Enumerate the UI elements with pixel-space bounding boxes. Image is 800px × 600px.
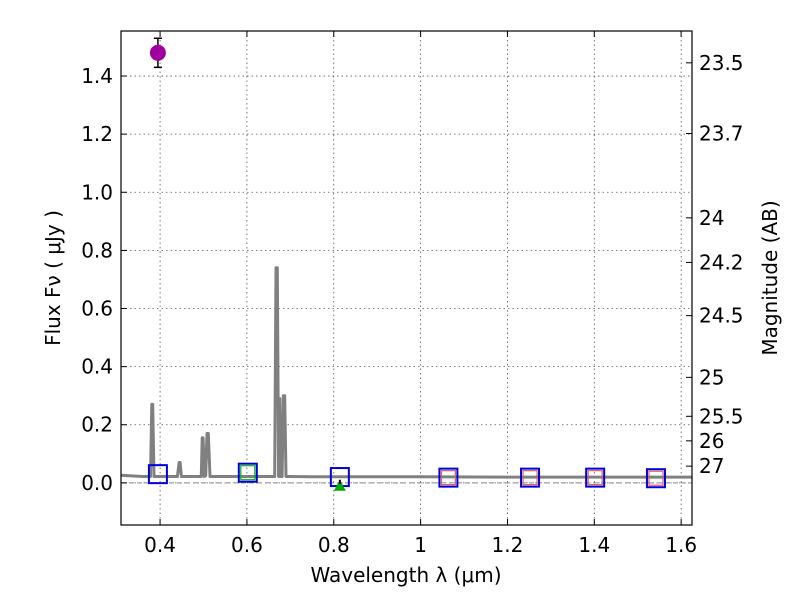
x-tick-label: 1.6 xyxy=(665,533,697,557)
observed-photometry-marker xyxy=(440,470,457,486)
model-spectrum-line xyxy=(120,266,692,479)
y-tick-label: 0.6 xyxy=(81,297,113,321)
observed-photometry-marker xyxy=(648,470,664,486)
x-tick-label: 0.8 xyxy=(318,533,350,557)
mag-tick-label: 24 xyxy=(699,206,724,230)
y-tick-label: 0.0 xyxy=(81,471,113,495)
mag-tick-label: 26 xyxy=(699,429,724,453)
x-axis-label: Wavelength λ (μm) xyxy=(310,563,501,587)
x-tick-label: 1.4 xyxy=(578,533,610,557)
grid-lines xyxy=(121,31,692,525)
x-tick-label: 1.2 xyxy=(492,533,524,557)
observed-photometry-marker xyxy=(522,470,538,486)
mag-tick-label: 27 xyxy=(699,454,724,478)
y-tick-label: 1.2 xyxy=(81,122,113,146)
x-tick-label: 0.4 xyxy=(144,533,176,557)
mag-tick-label: 23.7 xyxy=(699,122,744,146)
model-photometry-marker xyxy=(520,467,541,488)
upper-limit-marker xyxy=(333,479,346,491)
model-photometry-marker xyxy=(147,464,168,485)
green-photometry-marker xyxy=(240,465,256,481)
model-photometry-marker xyxy=(585,467,606,488)
detection-marker xyxy=(149,44,166,61)
y-axis-label: Flux Fν ( μJy ) xyxy=(41,210,65,346)
axis-ticks: 0.4 0.6 0.8 1 1.2 1.4 1.6 0.0 0.2 0.4 0.6 0.8 1.0 1.2… xyxy=(81,31,744,557)
y-tick-label: 0.2 xyxy=(81,413,113,437)
mag-tick-label: 24.5 xyxy=(699,304,744,328)
y-tick-label: 1.0 xyxy=(81,180,113,204)
model-photometry-marker xyxy=(645,468,666,489)
mag-tick-label: 25 xyxy=(699,365,724,389)
y-tick-label: 0.4 xyxy=(81,355,113,379)
x-tick-label: 0.6 xyxy=(231,533,263,557)
y-tick-label: 1.4 xyxy=(81,64,113,88)
model-photometry-marker xyxy=(237,462,258,483)
x-tick-label: 1 xyxy=(414,533,427,557)
observed-photometry-marker xyxy=(587,470,603,486)
y-tick-label: 0.8 xyxy=(81,238,113,262)
mag-tick-label: 24.2 xyxy=(699,250,744,274)
plot-frame xyxy=(120,30,693,526)
mag-tick-label: 23.5 xyxy=(699,51,744,75)
y-axis-right-label: Magnitude (AB) xyxy=(758,200,782,355)
model-photometry-marker xyxy=(438,467,459,488)
mag-tick-label: 25.5 xyxy=(699,404,744,428)
plot-area xyxy=(120,37,692,491)
